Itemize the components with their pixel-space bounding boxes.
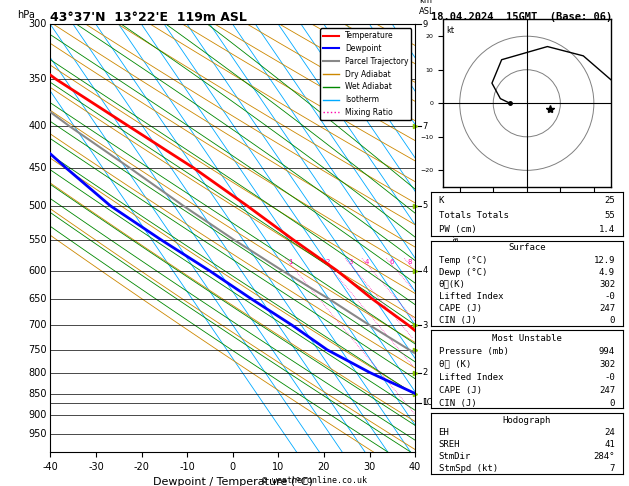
Text: 4: 4: [423, 266, 428, 275]
Text: 994: 994: [599, 347, 615, 356]
Text: 3: 3: [423, 321, 428, 330]
Text: 302: 302: [599, 360, 615, 369]
Text: Surface: Surface: [508, 243, 545, 252]
Text: 900: 900: [28, 410, 47, 419]
Text: 800: 800: [28, 368, 47, 378]
Text: hPa: hPa: [18, 10, 35, 20]
Text: 450: 450: [28, 163, 47, 174]
Text: Pressure (mb): Pressure (mb): [438, 347, 508, 356]
Text: PW (cm): PW (cm): [438, 226, 476, 234]
Text: 284°: 284°: [594, 452, 615, 461]
Text: 247: 247: [599, 304, 615, 313]
Text: 750: 750: [28, 345, 47, 355]
Text: 350: 350: [28, 74, 47, 84]
Text: 43°37'N  13°22'E  119m ASL: 43°37'N 13°22'E 119m ASL: [50, 11, 247, 24]
Text: 1: 1: [423, 398, 428, 407]
Text: 850: 850: [28, 389, 47, 399]
Text: 400: 400: [28, 122, 47, 132]
Text: Lifted Index: Lifted Index: [438, 292, 503, 301]
Text: Totals Totals: Totals Totals: [438, 211, 508, 220]
Text: StmDir: StmDir: [438, 452, 470, 461]
Text: 950: 950: [28, 429, 47, 439]
Text: 500: 500: [28, 201, 47, 211]
Text: K: K: [438, 196, 444, 205]
Text: 300: 300: [28, 19, 47, 29]
Text: Lifted Index: Lifted Index: [438, 373, 503, 382]
Text: θᴇ (K): θᴇ (K): [438, 360, 470, 369]
Text: 0: 0: [610, 399, 615, 408]
Text: 24: 24: [604, 428, 615, 437]
Text: Temp (°C): Temp (°C): [438, 256, 487, 264]
Text: SREH: SREH: [438, 440, 460, 449]
Text: -0: -0: [604, 373, 615, 382]
Text: 2: 2: [423, 368, 428, 377]
Text: θᴇ(K): θᴇ(K): [438, 280, 465, 289]
Text: Hodograph: Hodograph: [503, 416, 551, 425]
Text: CIN (J): CIN (J): [438, 316, 476, 325]
Text: 55: 55: [604, 211, 615, 220]
Text: 600: 600: [28, 265, 47, 276]
Text: 6: 6: [389, 259, 394, 264]
Text: 2: 2: [325, 259, 330, 264]
Text: EH: EH: [438, 428, 449, 437]
Text: © weatheronline.co.uk: © weatheronline.co.uk: [262, 476, 367, 485]
Legend: Temperature, Dewpoint, Parcel Trajectory, Dry Adiabat, Wet Adiabat, Isotherm, Mi: Temperature, Dewpoint, Parcel Trajectory…: [320, 28, 411, 120]
Text: 7: 7: [423, 122, 428, 131]
Text: CIN (J): CIN (J): [438, 399, 476, 408]
Text: 25: 25: [604, 196, 615, 205]
Text: 5: 5: [423, 201, 428, 210]
Text: 9: 9: [423, 20, 428, 29]
Text: -0: -0: [604, 292, 615, 301]
Text: 18.04.2024  15GMT  (Base: 06): 18.04.2024 15GMT (Base: 06): [431, 12, 612, 22]
Text: StmSpd (kt): StmSpd (kt): [438, 465, 498, 473]
Text: 700: 700: [28, 320, 47, 330]
Text: 550: 550: [28, 235, 47, 244]
Text: 4.9: 4.9: [599, 268, 615, 277]
Text: LCL: LCL: [423, 398, 438, 407]
Text: km
ASL: km ASL: [419, 0, 435, 16]
Text: CAPE (J): CAPE (J): [438, 385, 482, 395]
Text: 8: 8: [408, 259, 412, 264]
Text: 247: 247: [599, 385, 615, 395]
Text: Dewp (°C): Dewp (°C): [438, 268, 487, 277]
Text: Most Unstable: Most Unstable: [492, 334, 562, 343]
Text: Mixing Ratio (g/kg): Mixing Ratio (g/kg): [452, 195, 460, 281]
Text: 12.9: 12.9: [594, 256, 615, 264]
Text: kt: kt: [447, 26, 454, 35]
Text: 41: 41: [604, 440, 615, 449]
Text: 302: 302: [599, 280, 615, 289]
Text: 1: 1: [289, 259, 293, 264]
Text: 7: 7: [610, 465, 615, 473]
Text: 650: 650: [28, 294, 47, 304]
Text: 4: 4: [365, 259, 369, 264]
Text: CAPE (J): CAPE (J): [438, 304, 482, 313]
Text: 1.4: 1.4: [599, 226, 615, 234]
Text: 3: 3: [348, 259, 353, 264]
X-axis label: Dewpoint / Temperature (°C): Dewpoint / Temperature (°C): [153, 477, 313, 486]
Text: 0: 0: [610, 316, 615, 325]
